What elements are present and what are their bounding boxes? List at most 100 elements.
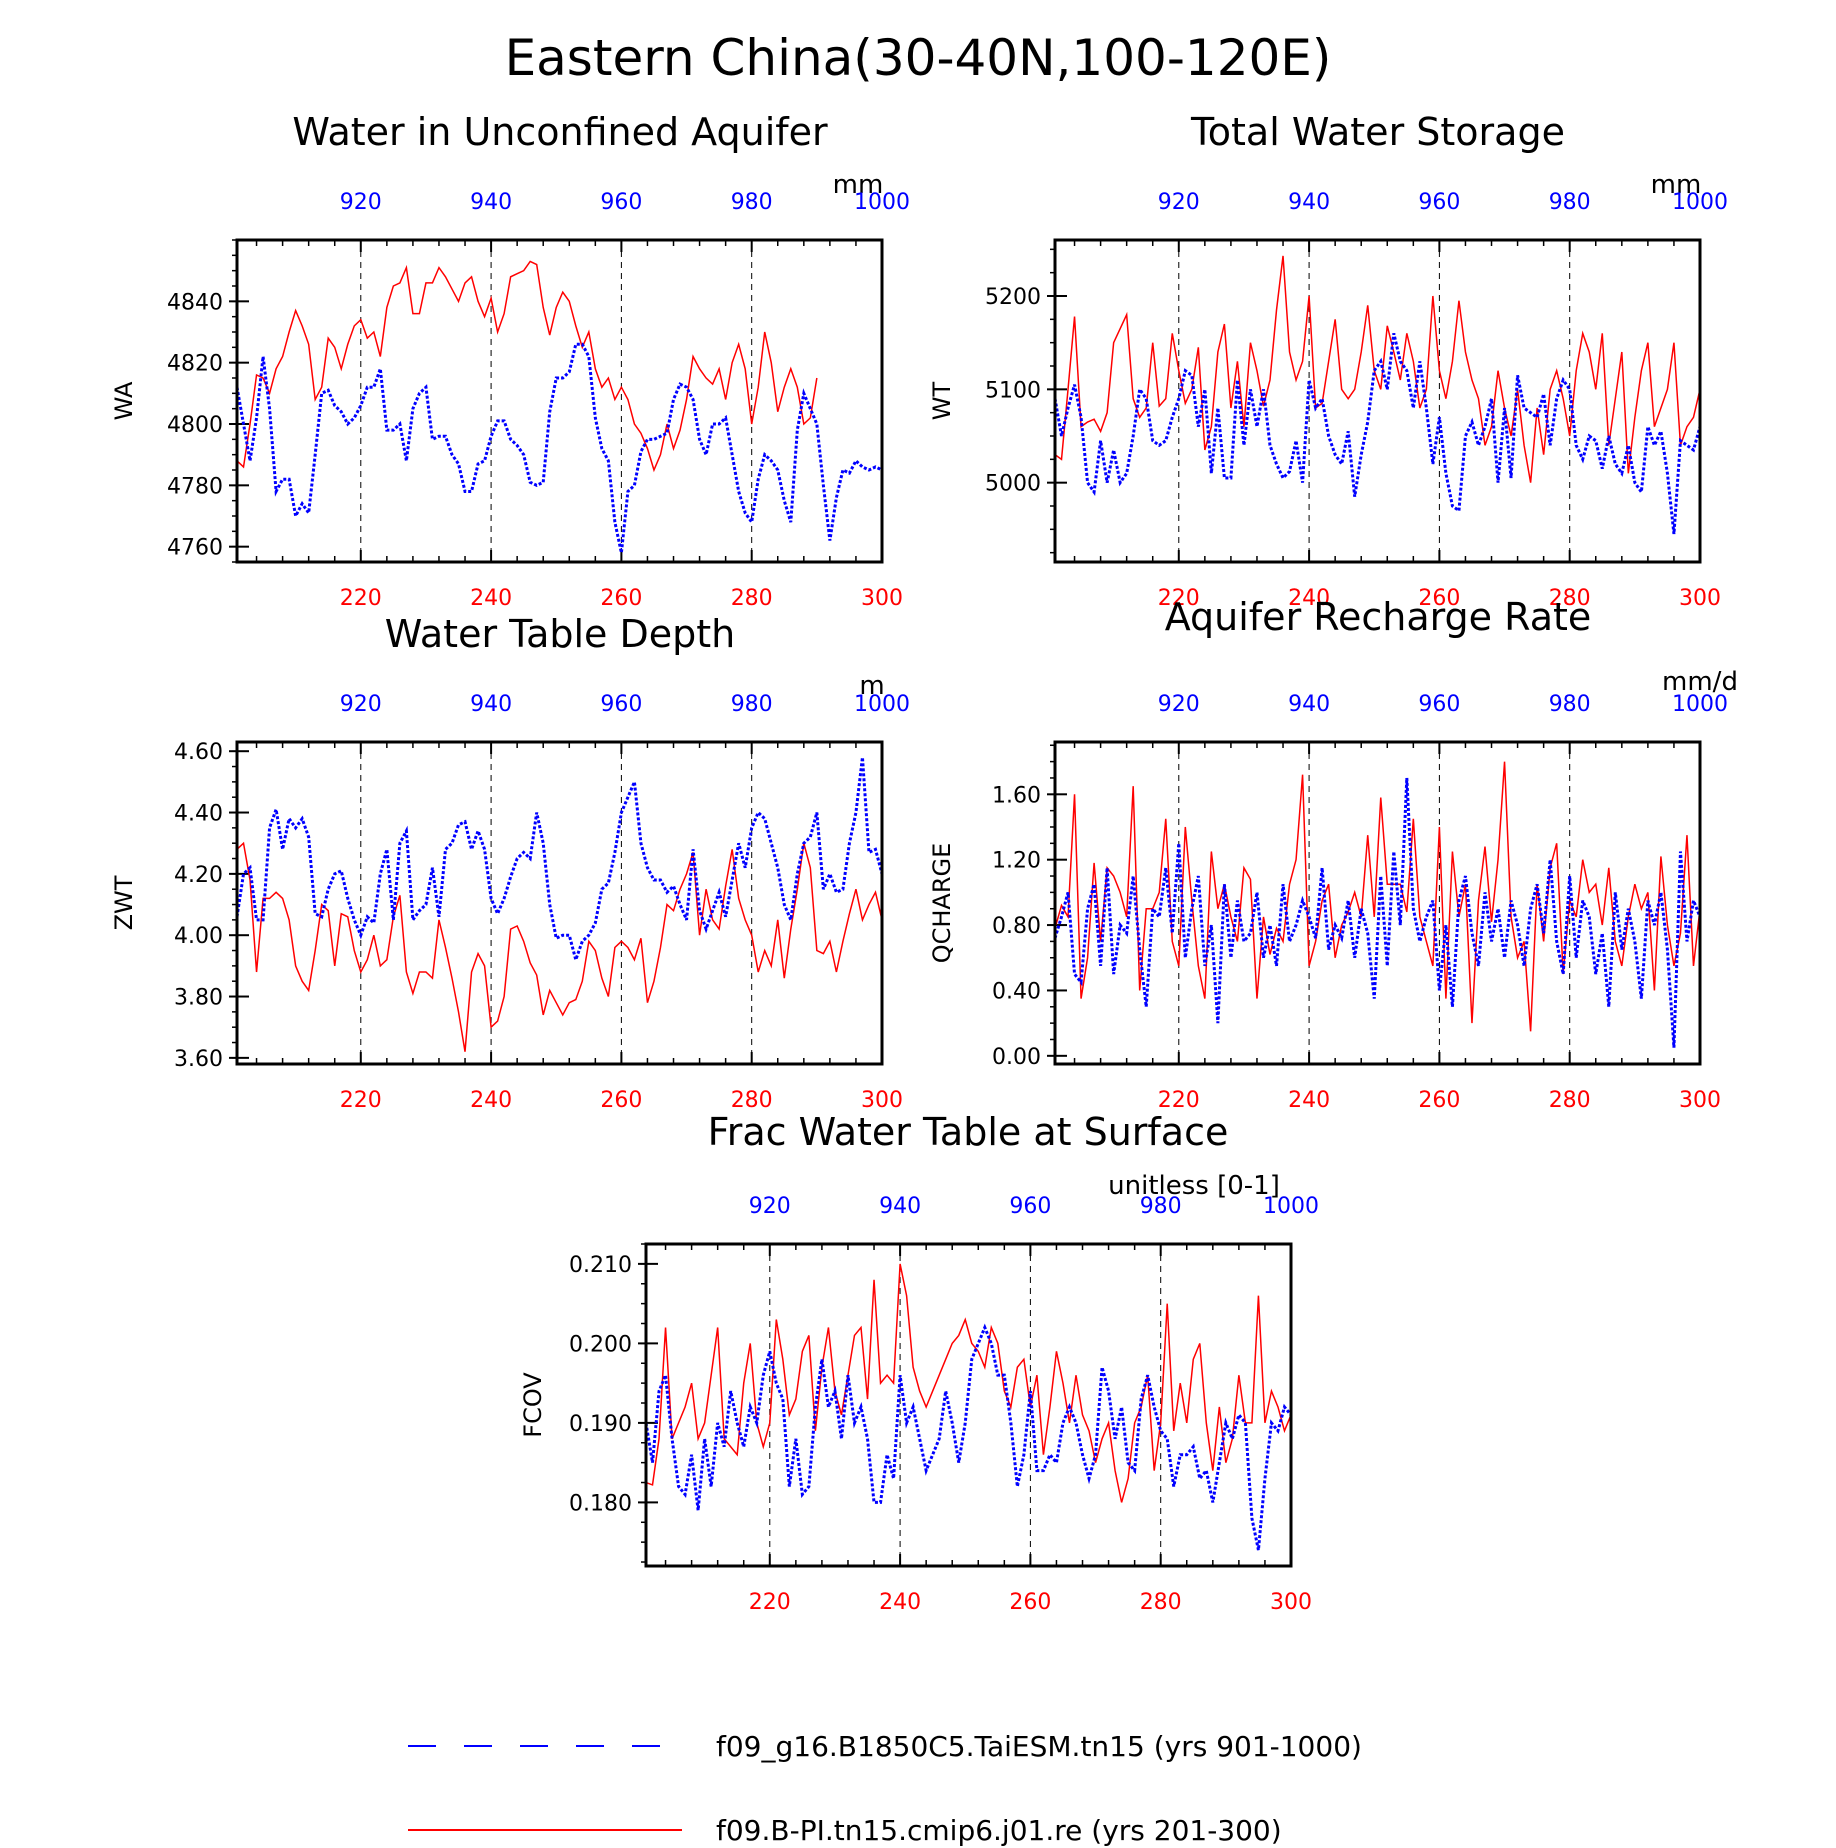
x-tick-label-top: 980	[731, 190, 773, 215]
legend-blue-label: f09_g16.B1850C5.TaiESM.tn15 (yrs 901-100…	[716, 1730, 1362, 1763]
panel-units: m	[859, 671, 884, 701]
x-tick-label-bottom: 280	[1140, 1590, 1182, 1615]
series-line-red	[1054, 255, 1701, 483]
series-line-blue	[644, 1323, 1293, 1551]
x-tick-label-bottom: 260	[1418, 1088, 1460, 1113]
x-tick-label-top: 960	[600, 190, 642, 215]
x-tick-label-bottom: 300	[861, 586, 903, 611]
y-tick-label: 4780	[167, 474, 223, 499]
panel-units: unitless [0-1]	[1108, 1171, 1280, 1201]
panel-title: Total Water Storage	[1190, 110, 1565, 154]
x-tick-label-top: 940	[470, 190, 512, 215]
x-tick-label-bottom: 240	[470, 586, 512, 611]
x-tick-label-bottom: 260	[1418, 586, 1460, 611]
x-tick-label-top: 920	[340, 692, 382, 717]
legend: f09_g16.B1850C5.TaiESM.tn15 (yrs 901-100…	[408, 1730, 1362, 1847]
y-tick-label: 3.60	[174, 1047, 223, 1072]
x-tick-label-bottom: 240	[1288, 586, 1330, 611]
panel-units: mm	[1651, 170, 1702, 200]
x-tick-label-top: 1000	[854, 692, 910, 717]
plot-frame	[1053, 740, 1702, 1066]
x-tick-label-bottom: 280	[731, 586, 773, 611]
y-tick-label: 5100	[985, 378, 1041, 403]
x-tick-label-bottom: 220	[340, 1088, 382, 1113]
x-tick-label-bottom: 240	[879, 1590, 921, 1615]
y-tick-label: 4.40	[174, 802, 223, 827]
x-tick-label-top: 940	[1288, 190, 1330, 215]
y-tick-label: 5000	[985, 472, 1041, 497]
x-tick-label-bottom: 300	[1679, 586, 1721, 611]
series-line-blue	[235, 342, 883, 554]
x-tick-label-top: 1000	[854, 190, 910, 215]
x-tick-label-top: 940	[470, 692, 512, 717]
panel-units: mm	[833, 170, 884, 200]
x-tick-label-top: 960	[1418, 190, 1460, 215]
y-axis-label: QCHARGE	[928, 843, 956, 964]
x-tick-label-top: 1000	[1672, 692, 1728, 717]
x-tick-label-bottom: 220	[340, 586, 382, 611]
x-tick-label-top: 980	[1140, 1194, 1182, 1219]
x-tick-label-bottom: 220	[1158, 586, 1200, 611]
figure-title: Eastern China(30-40N,100-120E)	[505, 29, 1332, 87]
plot-frame	[644, 1242, 1293, 1568]
plot-frame	[1053, 238, 1702, 564]
x-tick-label-top: 1000	[1263, 1194, 1319, 1219]
panel-title: Water in Unconfined Aquifer	[292, 110, 828, 154]
y-tick-label: 4800	[167, 413, 223, 438]
series-line-blue	[235, 757, 884, 965]
plot-frame	[235, 740, 884, 1066]
y-tick-label: 0.00	[992, 1045, 1041, 1070]
y-tick-label: 5200	[985, 285, 1041, 310]
x-tick-label-bottom: 260	[600, 586, 642, 611]
x-tick-label-top: 960	[600, 692, 642, 717]
plot-frame	[235, 238, 884, 564]
panel-3: Water Table Depth m 220 920 240 940 260 960 280 9…	[110, 612, 910, 1113]
y-tick-label: 4.60	[174, 740, 223, 765]
x-tick-label-bottom: 260	[1009, 1590, 1051, 1615]
x-tick-label-bottom: 220	[1158, 1088, 1200, 1113]
y-tick-label: 1.20	[992, 849, 1041, 874]
y-axis-label: WA	[110, 381, 138, 420]
panel-title: Aquifer Recharge Rate	[1165, 595, 1592, 639]
panel-title: Frac Water Table at Surface	[708, 1110, 1229, 1154]
y-tick-label: 0.40	[992, 979, 1041, 1004]
x-tick-label-top: 920	[1158, 190, 1200, 215]
y-axis-label: ZWT	[110, 875, 138, 930]
y-tick-label: 4820	[167, 352, 223, 377]
y-axis-label: WT	[928, 381, 956, 420]
x-tick-label-bottom: 280	[731, 1088, 773, 1113]
x-tick-label-top: 980	[1549, 190, 1591, 215]
panel-2: Total Water Storage mm 220 920 240 940 260 960 2…	[928, 110, 1728, 611]
x-tick-label-bottom: 240	[470, 1088, 512, 1113]
x-tick-label-top: 940	[1288, 692, 1330, 717]
y-tick-label: 3.80	[174, 986, 223, 1011]
x-tick-label-bottom: 280	[1549, 1088, 1591, 1113]
series-line-red	[1054, 761, 1701, 1032]
y-tick-label: 0.200	[569, 1332, 632, 1357]
x-tick-label-bottom: 300	[861, 1088, 903, 1113]
panel-5: Frac Water Table at Surface unitless [0-1…	[519, 1110, 1319, 1615]
series-line-blue	[1053, 332, 1702, 535]
x-tick-label-bottom: 220	[749, 1590, 791, 1615]
series-line-blue	[1053, 777, 1702, 1048]
x-tick-label-top: 940	[879, 1194, 921, 1219]
panel-units: mm/d	[1662, 667, 1738, 697]
x-tick-label-bottom: 280	[1549, 586, 1591, 611]
y-tick-label: 0.210	[569, 1253, 632, 1278]
y-axis-label: FCOV	[519, 1372, 547, 1438]
panel-4: Aquifer Recharge Rate mm/d 220 920 240 940 260…	[928, 595, 1738, 1113]
y-tick-label: 4760	[167, 536, 223, 561]
x-tick-label-top: 920	[340, 190, 382, 215]
y-tick-label: 4840	[167, 290, 223, 315]
y-tick-label: 4.20	[174, 863, 223, 888]
x-tick-label-top: 980	[731, 692, 773, 717]
x-tick-label-bottom: 240	[1288, 1088, 1330, 1113]
y-tick-label: 1.60	[992, 783, 1041, 808]
series-line-red	[236, 260, 818, 473]
y-tick-label: 0.80	[992, 914, 1041, 939]
x-tick-label-top: 920	[1158, 692, 1200, 717]
x-tick-label-bottom: 300	[1270, 1590, 1312, 1615]
y-tick-label: 0.180	[569, 1491, 632, 1516]
